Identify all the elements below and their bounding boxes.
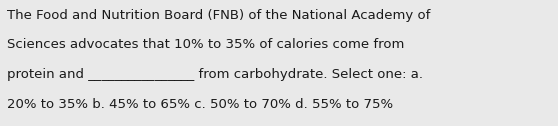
Text: Sciences advocates that 10% to 35% of calories come from: Sciences advocates that 10% to 35% of ca… [7,38,405,51]
Text: The Food and Nutrition Board (FNB) of the National Academy of: The Food and Nutrition Board (FNB) of th… [7,9,431,22]
Text: protein and ________________ from carbohydrate. Select one: a.: protein and ________________ from carboh… [7,68,424,81]
Text: 20% to 35% b. 45% to 65% c. 50% to 70% d. 55% to 75%: 20% to 35% b. 45% to 65% c. 50% to 70% d… [7,98,393,111]
